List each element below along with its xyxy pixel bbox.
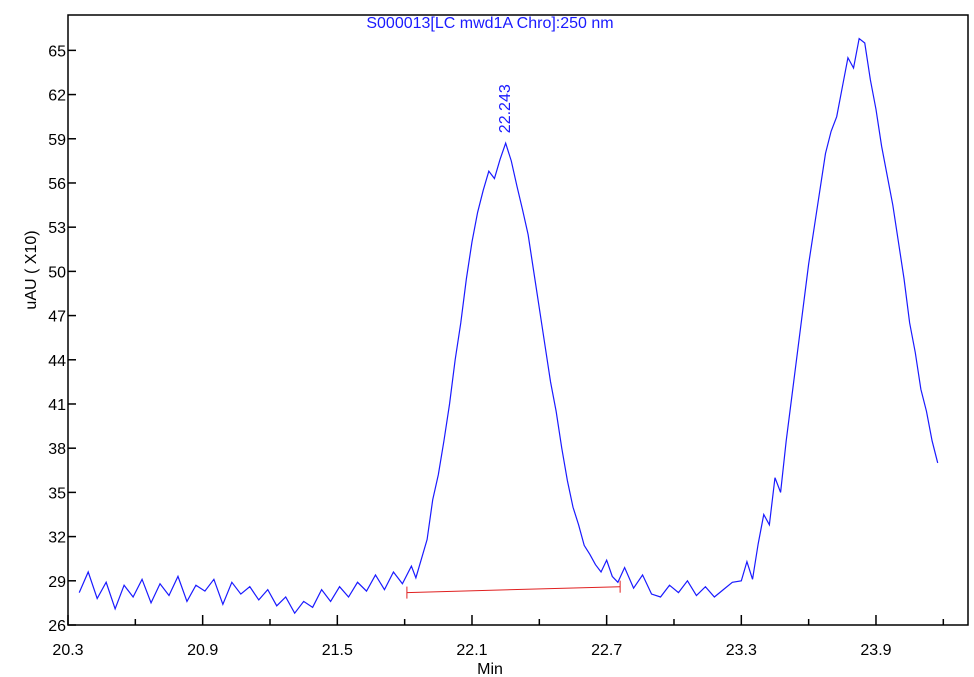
y-tick-label: 44 [48,353,66,370]
signal-line [78,37,939,615]
y-tick-label: 41 [48,397,66,414]
x-tick-label: 22.7 [591,642,622,659]
x-tick-label: 21.5 [322,642,353,659]
y-tick-label: 59 [48,132,66,149]
x-tick-label: 20.9 [187,642,218,659]
y-tick-label: 62 [48,88,66,105]
y-tick-label: 47 [48,309,66,326]
x-tick-label: 23.3 [726,642,757,659]
x-tick-label: 22.1 [456,642,487,659]
x-tick-label: 23.9 [860,642,891,659]
baseline [406,586,621,594]
y-tick-label: 50 [48,264,66,281]
y-tick-label: 35 [48,485,66,502]
x-axis-label: Min [477,661,503,677]
plot-frame [67,14,969,626]
x-tick-label: 20.3 [52,642,83,659]
y-tick-label: 29 [48,574,66,591]
y-tick-label: 53 [48,220,66,237]
chart-title: S000013[LC mwd1A Chro]:250 nm [366,15,613,32]
y-tick-label: 56 [48,176,66,193]
y-tick-label: 38 [48,441,66,458]
y-axis-label: uAU ( X10) [23,230,40,309]
peak-label: 22.243 [497,84,514,133]
y-tick-label: 65 [48,43,66,60]
y-tick-label: 32 [48,530,66,547]
y-tick-label: 26 [48,618,66,635]
